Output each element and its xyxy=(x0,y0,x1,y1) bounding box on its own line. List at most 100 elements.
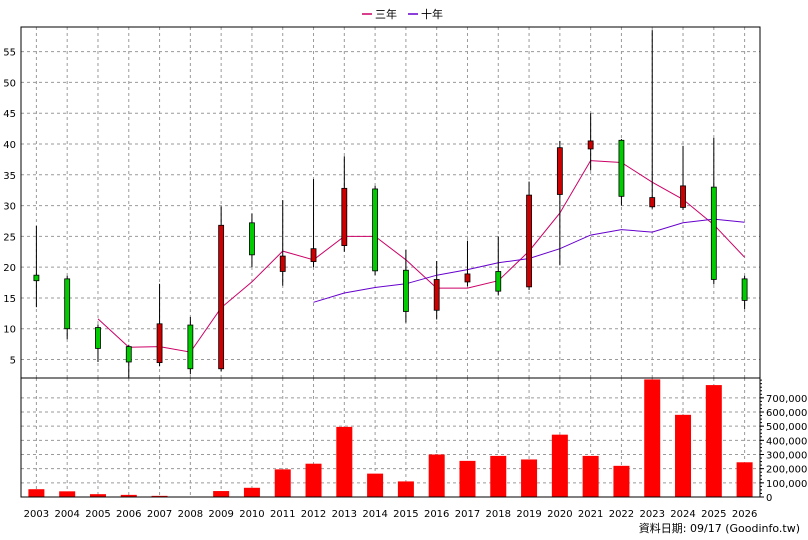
price-tick-label: 30 xyxy=(3,202,16,213)
volume-tick-label: 0 xyxy=(766,493,772,504)
volume-bar xyxy=(243,487,260,497)
volume-tick-label: 700,000 xyxy=(766,394,807,405)
x-tick-label: 2016 xyxy=(424,509,449,520)
legend-label: 三年 xyxy=(375,7,397,21)
candle-body xyxy=(218,224,225,370)
volume-bar xyxy=(397,481,414,497)
price-tick-label: 35 xyxy=(3,171,16,182)
x-tick-label: 2009 xyxy=(208,509,233,520)
candle-body xyxy=(649,197,656,208)
volume-bar xyxy=(274,469,291,497)
volume-bar xyxy=(120,494,137,497)
x-tick-label: 2017 xyxy=(455,509,480,520)
candlesticks xyxy=(33,30,748,378)
x-tick-label: 2023 xyxy=(640,509,665,520)
x-tick-label: 2020 xyxy=(547,509,572,520)
x-tick-label: 2015 xyxy=(393,509,418,520)
x-tick-label: 2024 xyxy=(670,509,695,520)
candle-body xyxy=(33,274,40,282)
x-tick-label: 2006 xyxy=(116,509,141,520)
volume-bar xyxy=(89,494,106,497)
price-tick-label: 25 xyxy=(3,232,16,243)
moving-average-lines xyxy=(97,160,745,353)
candle-body xyxy=(187,324,194,370)
volume-axis-ticks: 0 100,000 200,000 300,000 400,000 500,000 600,… xyxy=(760,379,807,504)
volume-bar xyxy=(736,462,753,497)
candle-body xyxy=(710,186,717,280)
volume-bar xyxy=(367,473,384,497)
volume-bar xyxy=(336,426,353,497)
candle-body xyxy=(556,147,563,195)
volume-tick-label: 400,000 xyxy=(766,436,807,447)
price-tick-label: 50 xyxy=(3,78,16,89)
volume-bars xyxy=(28,379,753,498)
candle-body xyxy=(372,188,379,272)
volume-bar xyxy=(213,491,230,497)
candle-body xyxy=(156,323,163,364)
x-tick-label: 2007 xyxy=(147,509,172,520)
x-tick-label: 2026 xyxy=(732,509,757,520)
volume-grid xyxy=(21,378,760,498)
volume-tick-label: 600,000 xyxy=(766,408,807,419)
x-tick-label: 2021 xyxy=(578,509,603,520)
volume-bar xyxy=(675,414,692,497)
x-tick-label: 2014 xyxy=(362,509,387,520)
x-tick-label: 2003 xyxy=(24,509,49,520)
volume-bar xyxy=(490,455,507,497)
candle-body xyxy=(526,194,532,288)
x-tick-label: 2008 xyxy=(178,509,203,520)
price-tick-label: 20 xyxy=(3,263,16,274)
volume-bar xyxy=(59,491,76,497)
price-tick-label: 55 xyxy=(3,48,16,59)
x-tick-label: 2019 xyxy=(516,509,541,520)
candle-body xyxy=(95,327,101,349)
volume-tick-label: 100,000 xyxy=(766,479,807,490)
x-tick-label: 2005 xyxy=(85,509,110,520)
volume-bar xyxy=(613,465,630,497)
x-tick-label: 2025 xyxy=(701,509,726,520)
candle-body xyxy=(587,140,594,150)
candle-body xyxy=(341,187,348,247)
volume-bar xyxy=(459,460,476,497)
candle-body xyxy=(64,278,71,330)
volume-bar xyxy=(151,495,168,497)
price-tick-label: 10 xyxy=(3,325,16,336)
x-tick-label: 2022 xyxy=(609,509,634,520)
volume-bar xyxy=(582,455,599,497)
x-tick-label: 2004 xyxy=(54,509,79,520)
legend: 三年 十年 xyxy=(362,7,443,21)
series-line xyxy=(97,160,745,353)
candle-body xyxy=(249,222,255,256)
candle-body xyxy=(125,346,132,363)
candle-body xyxy=(402,269,409,312)
candle-body xyxy=(741,278,748,301)
candle-body xyxy=(433,279,440,311)
volume-bar xyxy=(644,379,661,497)
volume-bar xyxy=(305,463,322,497)
x-tick-label: 2012 xyxy=(301,509,326,520)
x-axis-ticks: 2003 2004 2005 2006 2007 2008 2009 2010 2011 2012… xyxy=(24,509,758,520)
price-axis-ticks: 5 10 15 20 25 30 35 40 45 50 55 xyxy=(3,48,16,367)
legend-label: 十年 xyxy=(421,7,443,21)
price-tick-label: 40 xyxy=(3,140,16,151)
volume-tick-label: 200,000 xyxy=(766,465,807,476)
volume-bar xyxy=(521,459,538,497)
volume-bar xyxy=(28,489,45,497)
candle-body xyxy=(310,248,317,263)
x-tick-label: 2018 xyxy=(486,509,511,520)
candle-body xyxy=(680,185,686,208)
volume-bar xyxy=(428,454,445,497)
volume-tick-label: 300,000 xyxy=(766,451,807,462)
volume-bar xyxy=(551,434,568,497)
price-tick-label: 45 xyxy=(3,109,16,120)
candle-body xyxy=(279,255,286,272)
price-tick-label: 15 xyxy=(3,294,16,305)
volume-bar xyxy=(705,385,722,497)
plot-frame xyxy=(20,26,761,498)
price-tick-label: 5 xyxy=(10,356,16,367)
chart-frames xyxy=(20,26,761,498)
price-grid xyxy=(21,27,760,378)
candle-body xyxy=(495,271,502,292)
x-tick-label: 2011 xyxy=(270,509,295,520)
